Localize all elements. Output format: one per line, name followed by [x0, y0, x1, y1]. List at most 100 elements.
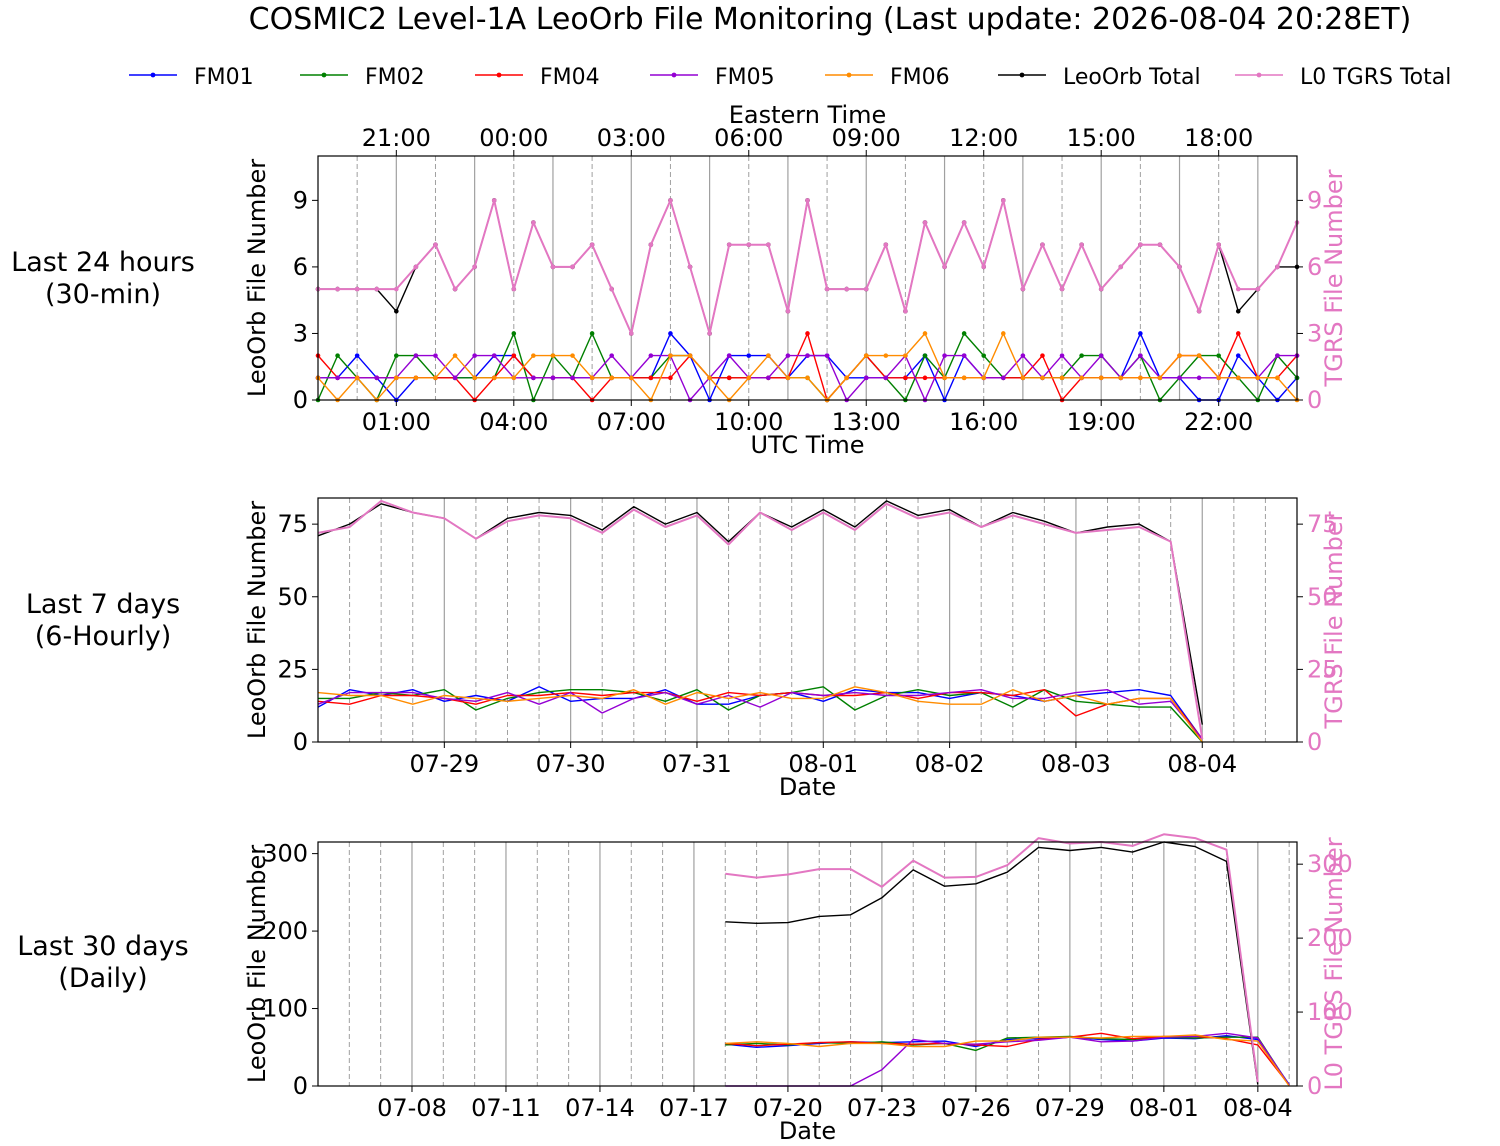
row-label-24h-line2: (30-min): [45, 279, 161, 310]
data-point-fm05: [942, 353, 947, 358]
data-point-fm04: [668, 375, 673, 381]
data-point-fm06: [550, 353, 556, 358]
y-tick-label: 50: [277, 583, 308, 611]
legend-marker-fm02: [321, 72, 327, 78]
data-point-fm02: [1216, 353, 1221, 358]
data-point-l0-tgrs-total: [1177, 264, 1182, 270]
data-point-fm06: [354, 375, 360, 381]
data-point-fm05: [1020, 353, 1026, 358]
data-point-fm02: [335, 353, 340, 358]
top-x-tick-label: 06:00: [714, 124, 783, 152]
data-point-fm06: [942, 375, 947, 381]
x-tick-label: 08-02: [915, 750, 985, 778]
data-point-fm04: [1040, 353, 1045, 358]
data-point-fm06: [1079, 375, 1084, 381]
data-point-fm01: [354, 353, 360, 358]
legend-marker-fm04: [496, 72, 502, 78]
x-tick-label: 07-29: [409, 750, 479, 778]
data-point-l0-tgrs-total: [374, 286, 380, 292]
data-point-fm06: [491, 375, 497, 381]
data-point-l0-tgrs-total: [472, 264, 477, 270]
data-point-l0-tgrs-total: [766, 242, 771, 248]
panel-last-30-days: 07-08 07-11 07-14 07-17 07-20 07-23 07-26 07-29…: [243, 833, 1353, 1145]
data-point-l0-tgrs-total: [531, 220, 536, 225]
top-x-tick-label: 00:00: [479, 124, 548, 152]
data-point-fm04: [511, 353, 517, 358]
data-point-fm01: [1235, 353, 1241, 358]
data-point-fm06: [766, 353, 771, 358]
panel-last-24-hours: 01:00 04:00 07:00 10:00 13:00 16:00 19:00 22:00…: [243, 101, 1348, 459]
y-tick-label: 9: [293, 186, 308, 214]
data-point-l0-tgrs-total: [413, 264, 419, 270]
data-point-fm06: [433, 375, 438, 381]
legend-label-fm01: FM01: [194, 65, 254, 90]
data-point-fm06: [1098, 375, 1104, 381]
top-x-tick-label: 18:00: [1184, 124, 1253, 152]
data-point-fm05: [785, 353, 791, 358]
series-line-l0-tgrs-total: [317, 499, 1204, 740]
axes-frame: [317, 497, 1298, 743]
data-point-l0-tgrs-total: [707, 331, 712, 336]
data-point-l0-tgrs-total: [1059, 286, 1065, 292]
row-label-30d-line1: Last 30 days: [17, 931, 189, 962]
data-point-fm05: [609, 353, 614, 358]
data-point-fm05: [883, 375, 889, 381]
x-tick-label: 07:00: [597, 408, 666, 436]
right-y-tick-label: 25: [1307, 655, 1338, 683]
x-tick-label: 07-26: [941, 1094, 1011, 1122]
data-point-fm05: [726, 353, 732, 358]
data-point-leoorb-total: [394, 308, 399, 314]
y-tick-label: 25: [277, 655, 308, 683]
x-tick-label: 07-14: [565, 1094, 635, 1122]
x-tick-label: 08-01: [1129, 1094, 1199, 1122]
data-point-l0-tgrs-total: [609, 286, 614, 292]
data-point-l0-tgrs-total: [491, 198, 497, 203]
top-x-tick-label: 12:00: [949, 124, 1018, 152]
data-point-fm06: [531, 353, 536, 358]
data-point-l0-tgrs-total: [1216, 242, 1221, 248]
data-point-fm05: [472, 353, 477, 358]
data-point-l0-tgrs-total: [1196, 308, 1202, 314]
series-line-leoorb-total: [725, 841, 1259, 1085]
row-label-24h-line1: Last 24 hours: [11, 247, 195, 278]
x-tick-label: 07-31: [662, 750, 732, 778]
data-point-l0-tgrs-total: [922, 220, 928, 225]
data-point-l0-tgrs-total: [589, 242, 595, 248]
data-point-l0-tgrs-total: [1275, 264, 1280, 270]
legend-label-fm06: FM06: [890, 65, 950, 90]
data-point-fm05: [570, 375, 575, 381]
right-y-tick-label: 3: [1307, 319, 1322, 347]
data-point-fm06: [805, 375, 810, 381]
data-point-fm06: [687, 353, 693, 358]
data-point-fm06: [1157, 375, 1163, 381]
data-point-fm06: [609, 375, 614, 381]
data-point-fm05: [1196, 375, 1202, 381]
data-point-fm06: [1275, 375, 1280, 381]
data-point-fm05: [1001, 375, 1006, 381]
right-y-axis-label: L0 TGRS File Number: [1320, 837, 1348, 1090]
data-point-leoorb-total: [1235, 308, 1241, 314]
data-point-fm05: [766, 375, 771, 381]
data-point-l0-tgrs-total: [452, 286, 458, 292]
data-point-l0-tgrs-total: [433, 242, 438, 248]
data-point-fm06: [668, 353, 673, 358]
top-x-axis-label: Eastern Time: [729, 101, 887, 129]
data-point-l0-tgrs-total: [863, 286, 869, 292]
x-tick-label: 10:00: [714, 408, 783, 436]
legend-label-fm05: FM05: [715, 65, 775, 90]
x-tick-label: 22:00: [1184, 408, 1253, 436]
data-point-fm05: [433, 353, 438, 358]
data-point-fm06: [511, 375, 517, 381]
data-point-fm01: [668, 331, 673, 336]
data-point-fm06: [922, 331, 928, 336]
right-y-tick-label: 200: [1307, 924, 1353, 952]
data-point-fm01: [1138, 331, 1143, 336]
data-point-fm06: [1235, 375, 1241, 381]
data-point-fm02: [511, 331, 517, 336]
data-point-l0-tgrs-total: [1079, 242, 1084, 248]
legend-label-leoorb-total: LeoOrb Total: [1063, 65, 1201, 90]
right-y-tick-label: 0: [1307, 1072, 1322, 1100]
data-point-fm06: [981, 375, 987, 381]
data-point-fm05: [374, 375, 380, 381]
